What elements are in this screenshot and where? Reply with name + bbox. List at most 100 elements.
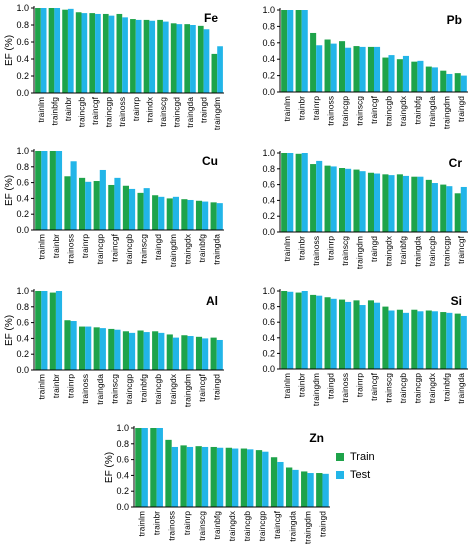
bar-test-traingdm [446,73,453,92]
x-tick-label: trainscg [158,97,168,127]
x-tick-label: traingda [412,236,422,267]
x-tick-label: trainoss [311,236,321,266]
y-tick-label: 0.6 [262,38,275,48]
x-tick-label: traincgf [90,96,100,125]
x-tick-label: traingda [95,374,105,405]
bar-train-trainbr [295,10,302,92]
y-tick-label: 0.2 [262,71,275,81]
chart-panel-al: 0.0 0.2 0.4 0.6 0.8 1.0 trainlm trainbr trainrp t… [4,286,224,407]
x-tick-label: traingdx [168,373,178,404]
bar-train-traingda [285,467,293,507]
x-tick-label: traincgd [172,97,182,128]
bar-test-traincgb [388,55,395,92]
bar-test-trainbr [301,10,308,92]
y-tick-label: 0.6 [16,318,29,328]
bar-train-trainrp [310,32,317,92]
x-tick-label: trainrp [311,96,321,120]
x-tick-label: trainbfg [197,234,207,263]
panel-title: Zn [309,431,324,445]
bar-test-trainbr [67,8,74,94]
bar-test-trainoss [316,160,323,232]
x-tick-label: traingdx [398,95,408,126]
bar-test-traingd [158,196,165,230]
bar-train-trainoss [116,13,123,94]
bar-train-traincgf [195,336,203,370]
bar-train-trainbfg [411,61,418,92]
x-tick-label: trainoss [340,373,350,403]
y-axis-label: EF (%) [4,35,15,66]
x-tick-label: traingda [287,511,297,542]
bar-train-trainbfg [210,446,217,507]
y-tick-label: 0.8 [262,21,275,31]
x-tick-label: trainbfg [139,374,149,403]
x-tick-label: traingdm [355,236,365,269]
y-tick-label: 0.2 [16,349,29,359]
bar-test-trainbr [55,151,63,230]
bar-test-traingda [460,315,467,369]
bar-test-trainbfg [143,332,150,370]
x-tick-label: trainbfg [49,97,59,126]
bar-test-traincgf [114,177,121,230]
y-axis-label: EF (%) [104,452,115,483]
x-tick-label: traincgf [369,95,379,124]
x-tick-label: trainscg [355,96,365,126]
bar-train-traingdm [166,198,173,230]
legend-swatch-test [336,471,344,479]
y-tick-label: 0.8 [262,302,275,312]
chart-panel-cu: 0.0 0.2 0.4 0.6 0.8 1.0 trainlm trainbr trainoss… [4,146,224,267]
bar-test-traincgf [374,46,381,92]
y-tick-label: 0.8 [16,162,29,172]
bar-test-trainlm [41,151,48,230]
y-tick-label: 0.4 [262,333,275,343]
bar-train-trainscg [353,46,360,92]
x-tick-label: trainrp [182,511,192,535]
panel-title: Fe [204,11,218,25]
bar-test-traingd [330,298,337,369]
x-tick-label: traincgb [124,234,134,265]
bar-test-traingda [292,469,299,507]
bar-train-traingdx [425,310,432,369]
x-tick-label: traincgp [412,373,422,404]
bar-train-traingd [152,195,159,230]
bar-train-traincgp [93,181,100,230]
x-tick-label: traincgf [456,235,466,264]
x-tick-label: traingdx [427,372,437,403]
bar-test-trainlm [141,428,148,507]
y-tick-label: 1.0 [16,286,29,296]
x-tick-label: traingd [317,511,327,537]
bar-train-traincgb [240,448,248,507]
y-tick-label: 0.0 [116,502,129,512]
x-tick-label: traingda [456,373,466,404]
bar-test-trainbfg [54,8,61,93]
bar-train-traingdm [353,169,360,232]
legend-swatch-train [336,453,344,461]
x-tick-label: traincgp [95,234,105,265]
bar-test-traingda [216,203,223,230]
bar-test-traincgf [374,302,381,369]
y-tick-label: 1.0 [262,148,275,158]
x-tick-label: trainbr [51,374,61,398]
x-tick-label: traingd [369,236,379,262]
y-tick-label: 1.0 [16,146,29,156]
bar-test-traingd [203,29,210,93]
y-tick-label: 0.4 [16,333,29,343]
y-axis-label: EF (%) [4,175,15,206]
bar-train-traincgp [122,331,129,370]
bar-test-trainscg [143,188,150,230]
bar-test-trainbr [301,291,308,369]
bar-train-traingd [197,25,204,94]
bar-train-traingdx [396,59,403,92]
legend-item-test: Test [336,466,446,484]
x-tick-label: traincgf [109,233,119,262]
bar-train-trainoss [310,164,317,232]
bar-test-traincgf [277,461,284,507]
bar-train-trainbr [295,153,302,232]
x-tick-label: trainbr [297,236,307,260]
x-tick-label: trainoss [80,374,90,404]
x-tick-label: trainrp [326,236,336,260]
bar-train-traingda [454,313,461,369]
bar-test-trainbr [301,153,308,232]
panel-title: Cr [449,156,463,170]
bar-test-trainbfg [446,312,453,369]
x-tick-label: trainbfg [412,96,422,125]
